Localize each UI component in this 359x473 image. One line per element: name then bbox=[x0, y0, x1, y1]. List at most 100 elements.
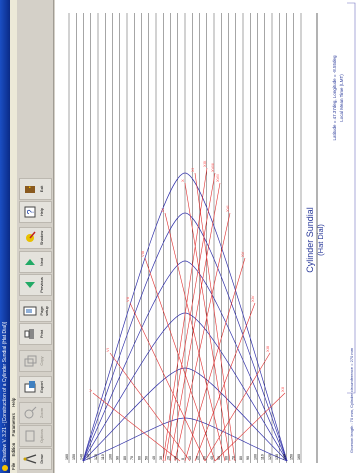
dial-title: Cylinder Sundial bbox=[305, 207, 315, 273]
axis-labels: 160 150 140 130 120 110 100 90 80 70 60 50 40 30 20 10 0… bbox=[65, 454, 301, 460]
export-button[interactable]: Export bbox=[19, 376, 52, 398]
hour-labels: V VI VII VIII IX X XI XII XIII XIV XV XVI XVIIXVIIIX… bbox=[88, 160, 285, 392]
exit-icon bbox=[25, 186, 35, 193]
axis-label: 0 bbox=[181, 458, 185, 460]
copy-icon bbox=[24, 355, 37, 367]
hour-label: V bbox=[88, 389, 93, 392]
hour-line bbox=[169, 182, 221, 462]
axis-label: 60 bbox=[224, 456, 228, 460]
axis-label: 80 bbox=[239, 456, 243, 460]
zoom-icon bbox=[24, 406, 37, 419]
axis-label: 100 bbox=[253, 454, 257, 460]
date-curve bbox=[82, 417, 288, 462]
hour-label: XIX bbox=[202, 160, 207, 167]
zoom-button[interactable]: Zoom bbox=[19, 402, 52, 424]
axis-label: 20 bbox=[195, 456, 199, 460]
axis-label: 130 bbox=[87, 454, 91, 460]
hour-label: XI bbox=[190, 168, 195, 172]
svg-text:?: ? bbox=[26, 209, 36, 214]
hour-line bbox=[184, 182, 231, 462]
axis-label: 110 bbox=[261, 454, 265, 460]
cut-guide bbox=[347, 2, 356, 394]
hour-line bbox=[194, 172, 236, 462]
hour-line bbox=[144, 257, 216, 462]
menu-edition[interactable]: Edition bbox=[11, 442, 16, 457]
hour-line bbox=[194, 302, 256, 462]
date-curve bbox=[82, 212, 288, 462]
axis-label: 100 bbox=[108, 454, 112, 460]
footer-text: Gnomon length : 70 mm, Cylinder circumfe… bbox=[349, 347, 354, 453]
previous-button[interactable]: Previous bbox=[19, 274, 52, 296]
axis-label: 70 bbox=[130, 456, 134, 460]
export-icon bbox=[24, 381, 36, 393]
date-curve bbox=[82, 260, 288, 462]
hour-label: IX bbox=[160, 208, 165, 212]
next-button[interactable]: Next bbox=[19, 251, 52, 273]
axis-label: 10 bbox=[174, 456, 178, 460]
hour-label: XVI bbox=[225, 206, 230, 212]
axis-label: 30 bbox=[203, 456, 207, 460]
page-setup-button[interactable]: Page setup bbox=[19, 300, 52, 322]
hour-label: X bbox=[180, 179, 185, 182]
time-type-text: Local Mean Time (LMT) bbox=[339, 74, 344, 122]
date-curve bbox=[82, 367, 288, 462]
axis-label: 70 bbox=[232, 456, 236, 460]
hour-label: XVIII bbox=[210, 163, 215, 172]
location-text: Latitude = 47.37deg, Longitude = -8.55de… bbox=[332, 55, 337, 141]
axis-label: 80 bbox=[123, 456, 127, 460]
axis-label: 30 bbox=[159, 456, 163, 460]
help-icon: ? bbox=[24, 206, 36, 218]
hour-label: VI bbox=[105, 348, 110, 352]
title-bar[interactable]: Shadow V. 3.21 - [Construction of a Cyli… bbox=[0, 0, 10, 473]
hour-line bbox=[129, 302, 206, 462]
axis-label: 140 bbox=[79, 454, 83, 460]
copy-button[interactable]: Copy bbox=[19, 350, 52, 372]
axis-label: 140 bbox=[282, 454, 286, 460]
dial-drawing-area: 160 150 140 130 120 110 100 90 80 70 60 50 40 30 20 10 0… bbox=[55, 0, 359, 473]
hour-line bbox=[164, 172, 216, 462]
menu-help[interactable]: Help bbox=[11, 397, 16, 407]
hour-label: VII bbox=[125, 297, 130, 302]
menu-bar: File Edition Parameters Help bbox=[10, 0, 17, 473]
shadow-button[interactable]: Shadow bbox=[19, 227, 52, 249]
shadow-icon bbox=[26, 231, 36, 242]
options-button[interactable]: Options bbox=[19, 425, 52, 447]
hour-line bbox=[184, 257, 246, 462]
draw-button[interactable]: Draw bbox=[19, 448, 52, 470]
hour-line bbox=[204, 352, 271, 462]
hour-line bbox=[174, 212, 231, 462]
menu-file[interactable]: File bbox=[11, 462, 16, 470]
axis-label: 20 bbox=[166, 456, 170, 460]
axis-label: 40 bbox=[152, 456, 156, 460]
print-button[interactable]: Print bbox=[19, 323, 52, 345]
axis-label: 160 bbox=[297, 454, 301, 460]
hour-lines bbox=[92, 167, 286, 462]
axis-label: 120 bbox=[94, 454, 98, 460]
axis-label: 120 bbox=[268, 454, 272, 460]
axis-label: 50 bbox=[217, 456, 221, 460]
menu-parameters[interactable]: Parameters bbox=[11, 413, 16, 437]
dial-subtitle: (Hat Dial) bbox=[316, 224, 325, 256]
hour-label: VIII bbox=[140, 251, 145, 257]
next-icon bbox=[25, 259, 35, 265]
compass-icon bbox=[23, 454, 37, 464]
axis-label: 150 bbox=[72, 454, 76, 460]
hour-line bbox=[92, 392, 181, 462]
hour-label: XIV bbox=[250, 295, 255, 302]
hour-line bbox=[164, 212, 226, 462]
hour-label: XVII bbox=[215, 174, 220, 182]
axis-label: 110 bbox=[101, 454, 105, 460]
grid-lines bbox=[68, 13, 302, 463]
axis-label: 10 bbox=[188, 456, 192, 460]
axis-label: 160 bbox=[65, 454, 69, 460]
exit-button[interactable]: Exit bbox=[19, 178, 52, 200]
axis-label: 130 bbox=[275, 454, 279, 460]
hour-line bbox=[162, 167, 208, 462]
help-button[interactable]: ? Help bbox=[19, 201, 52, 223]
hour-label: XIII bbox=[265, 346, 270, 352]
hour-label: XV bbox=[240, 251, 245, 257]
cylinder-dial-diagram: 160 150 140 130 120 110 100 90 80 70 60 50 40 30 20 10 0… bbox=[65, 2, 356, 463]
app-icon bbox=[2, 465, 8, 471]
